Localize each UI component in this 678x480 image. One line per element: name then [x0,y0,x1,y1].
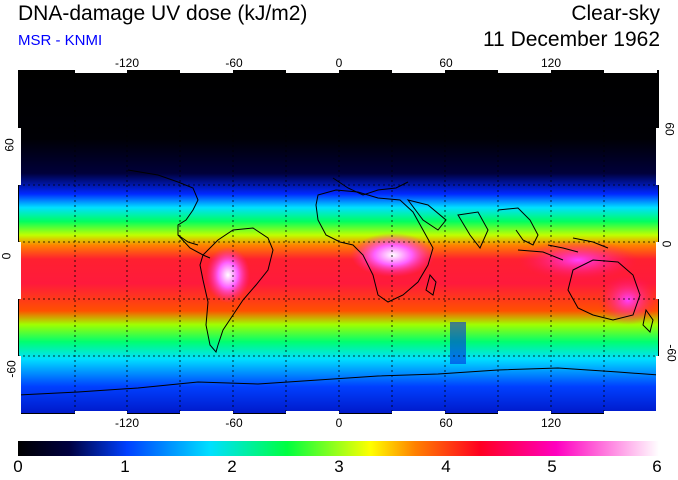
hotspot-indonesia [518,240,638,280]
map-date: 11 December 1962 [482,28,660,51]
map-svg [18,70,659,414]
coast-antarctica [18,367,659,396]
colorbar-label: 5 [547,457,557,476]
coast-north-america [127,169,199,246]
frame-border [18,70,659,414]
colorbar-label: 0 [13,457,23,476]
lon-tick-top: 0 [335,56,343,70]
lat-tick-left: 60 [2,138,17,152]
uv-dose-map [18,70,659,414]
graticule [18,70,659,414]
lat-tick-left: 0 [0,252,14,260]
lat-tick-left: -60 [4,360,19,378]
colorbar-label: 1 [120,457,130,476]
data-gap [450,322,466,364]
colorbar-gradient [18,441,659,456]
coast-southeast-asia [497,207,539,246]
lat-tick-right: 0 [659,240,674,248]
coast-indonesia-1 [517,249,564,261]
lon-tick-bottom: -60 [225,416,243,430]
lat-tick-right: -60 [664,344,678,362]
lon-tick-top: 60 [439,56,453,70]
colorbar-label: 3 [334,457,344,476]
source-label: MSR - KNMI [18,32,103,49]
colorbar-label: 4 [441,457,451,476]
colorbar-label: 6 [652,457,662,476]
map-title: DNA-damage UV dose (kJ/m2) [18,2,308,25]
colorbar-label: 2 [227,457,237,476]
coast-indonesia-2 [547,244,579,253]
lon-tick-bottom: 120 [540,416,562,430]
lat-tick-right: 60 [662,122,677,136]
lon-tick-top: -60 [225,56,243,70]
coast-europe [332,177,409,196]
lon-tick-top: -120 [114,56,140,70]
lon-tick-bottom: 0 [335,416,343,430]
lon-tick-bottom: -120 [114,416,140,430]
hotspot-africa [351,233,435,277]
lon-tick-top: 120 [540,56,562,70]
coast-australia [567,259,641,321]
coast-india [457,211,489,249]
sky-condition: Clear-sky [571,2,660,25]
hotspot-andes [206,247,250,303]
coast-new-zealand [642,308,654,333]
hotspot-australia [598,275,658,325]
coast-madagascar [425,273,437,296]
coast-arabia [406,199,447,231]
lon-tick-bottom: 60 [439,416,453,430]
colorbar [18,441,659,456]
coast-africa [315,189,434,303]
coast-central-america [177,234,211,259]
